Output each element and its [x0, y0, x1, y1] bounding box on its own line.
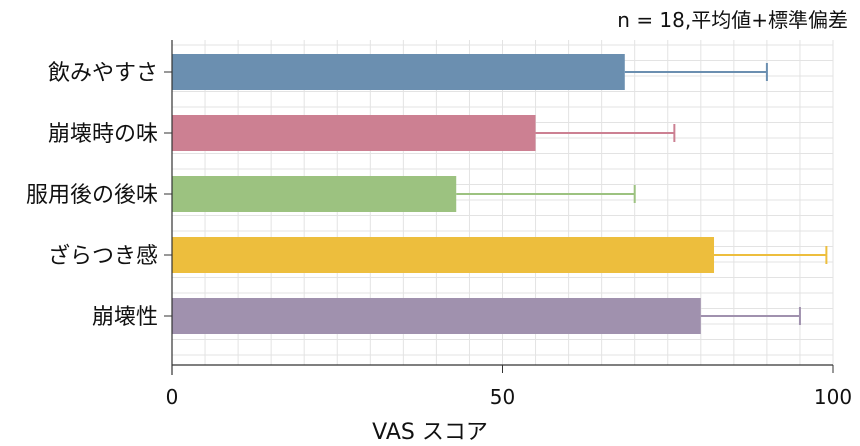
category-label: 飲みやすさ: [48, 61, 158, 86]
bar: [172, 298, 701, 334]
bar: [172, 54, 625, 90]
x-tick-label: 0: [166, 385, 179, 409]
category-label: 服用後の後味: [26, 183, 158, 208]
category-label: ざらつき感: [48, 243, 158, 269]
bars: [172, 54, 715, 334]
bar: [172, 115, 536, 151]
sample-size-note: n = 18,平均値+標準偏差: [617, 8, 848, 32]
x-tick-label: 100: [814, 385, 852, 409]
error-bars: [456, 63, 828, 325]
x-axis-label: VAS スコア: [372, 420, 488, 445]
category-label: 崩壊時の味: [48, 122, 158, 147]
x-tick-label: 50: [490, 385, 515, 409]
category-label: 崩壊性: [92, 305, 158, 330]
bar: [172, 176, 457, 212]
bar: [172, 237, 715, 273]
x-tick-labels: 0 50 100: [166, 385, 852, 409]
axes: [164, 40, 834, 375]
